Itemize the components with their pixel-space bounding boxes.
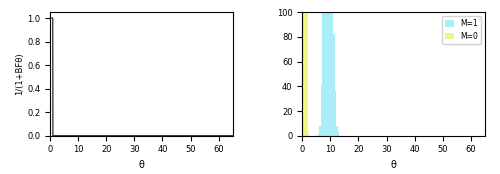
Bar bbox=[308, 135, 310, 136]
Bar bbox=[319, 126, 320, 136]
Bar bbox=[304, 0, 305, 136]
Bar bbox=[334, 34, 335, 136]
Bar bbox=[306, 3, 308, 136]
Bar bbox=[326, 0, 328, 136]
Bar bbox=[320, 85, 322, 136]
Bar bbox=[330, 0, 332, 136]
Bar bbox=[318, 135, 319, 136]
Legend: M=1, M=0: M=1, M=0 bbox=[442, 16, 481, 44]
Bar bbox=[302, 0, 304, 136]
Y-axis label: 1/(1+BFθ): 1/(1+BFθ) bbox=[15, 53, 24, 95]
X-axis label: θ: θ bbox=[138, 160, 144, 170]
Bar bbox=[338, 132, 339, 136]
Bar bbox=[336, 126, 338, 136]
Bar bbox=[332, 0, 334, 136]
Bar bbox=[305, 0, 306, 136]
Bar bbox=[324, 0, 325, 136]
Bar bbox=[322, 0, 324, 136]
X-axis label: θ: θ bbox=[390, 160, 396, 170]
Bar bbox=[329, 0, 330, 136]
Bar bbox=[335, 91, 336, 136]
Bar bbox=[328, 0, 329, 136]
Bar bbox=[325, 0, 326, 136]
